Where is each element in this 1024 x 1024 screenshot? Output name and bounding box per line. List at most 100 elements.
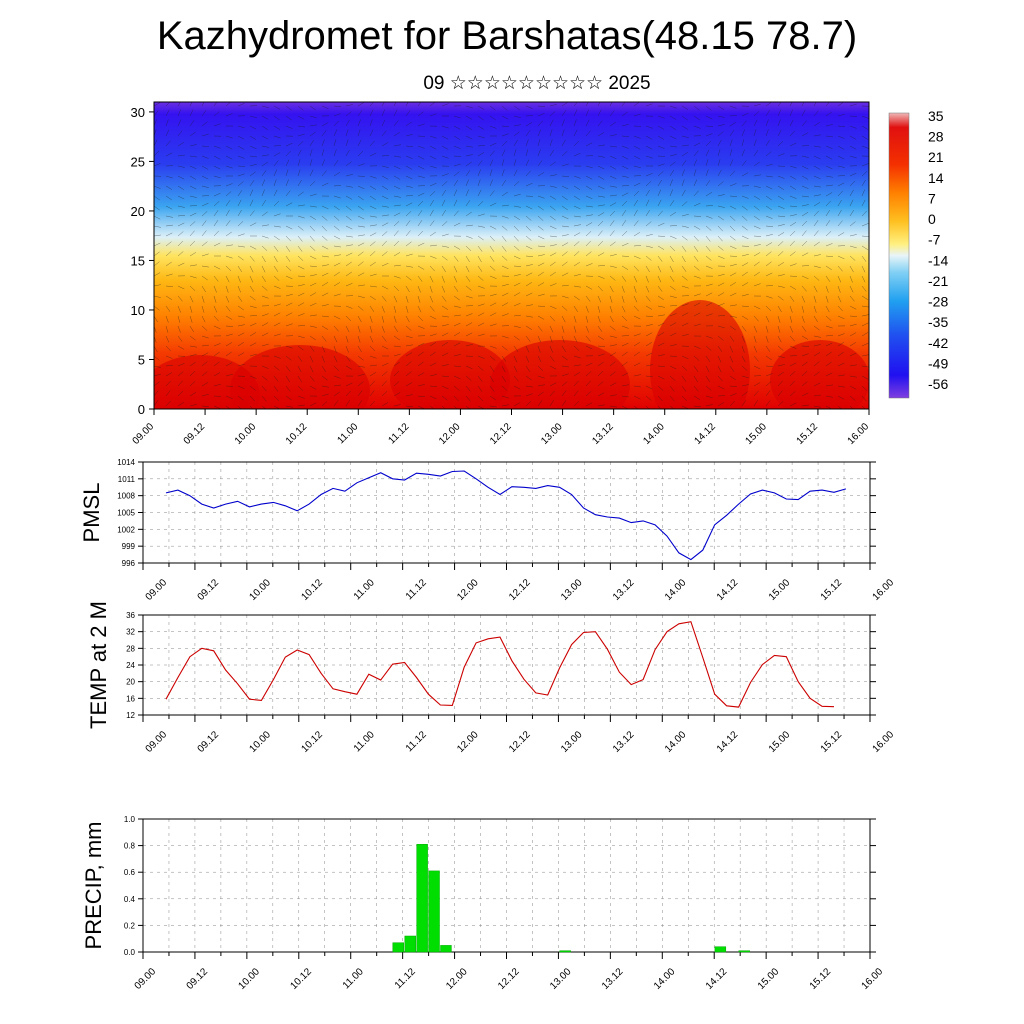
wind-barb [465,385,471,392]
wind-barb [801,212,809,217]
wind-barb [201,202,209,207]
temp-xtick-label: 13.00 [559,729,585,755]
wind-barb [765,315,770,323]
wind-barb [154,400,159,407]
wind-barb [189,275,197,279]
wind-barb [381,240,387,247]
wind-barb [525,115,534,117]
colorbar-label: -49 [928,355,948,371]
wind-barb [297,141,304,147]
wind-barb [765,365,774,367]
wind-barb [717,292,725,297]
wind-barb [333,384,341,387]
wind-barb [717,105,725,110]
wind-barb [441,245,449,248]
wind-barb [201,352,209,357]
wind-barb [297,204,305,207]
wind-barb [729,205,737,210]
pmsl-series-line [165,470,847,561]
wind-barb [849,103,857,107]
wind-barb [309,365,314,373]
wind-barb [381,251,388,257]
wind-barb [381,262,389,267]
wind-barb [189,335,196,341]
wind-barb [777,315,781,323]
wind-barb [861,375,869,380]
wind-barb [285,302,293,307]
wind-barb [537,262,545,267]
wind-barb [861,125,869,130]
wind-barb [321,264,329,267]
wind-barb [777,195,785,200]
wind-barb [777,305,782,313]
wind-barb [813,275,820,281]
wind-barb [513,169,518,177]
wind-barb [345,335,349,343]
wind-barb [154,242,161,247]
wind-barb [273,169,278,177]
wind-barb [417,145,425,149]
wind-barb [645,103,653,107]
wind-barb [273,385,279,392]
wind-barb [297,335,305,339]
wind-barb [525,355,530,363]
wind-barb [573,335,578,343]
wind-barb [321,385,329,388]
wind-barb [729,121,737,127]
wind-barb [537,355,542,363]
wind-barb [525,139,529,147]
wind-barb [681,312,689,317]
wind-barb [693,255,699,262]
wind-barb [813,155,821,160]
wind-barb [681,355,689,360]
wind-barb [573,401,580,407]
wind-barb [849,285,854,293]
wind-barb [321,345,326,353]
wind-barb [154,355,160,361]
wind-barb [357,305,364,311]
wind-barb [825,315,832,321]
wind-barb [249,155,257,158]
wind-barb [201,155,209,159]
wind-barb [681,189,686,197]
wind-barb [549,252,557,257]
wind-barb [417,175,425,178]
wind-barb [465,211,472,217]
wind-barb [177,214,186,217]
wind-barb [357,195,364,201]
wind-barb [681,285,689,289]
wind-barb [561,119,565,127]
wind-barb [285,150,291,157]
wind-barb [213,210,219,217]
pmsl-ytick-label: 1005 [117,509,135,518]
wind-barb [177,380,183,387]
wind-barb [154,381,160,387]
precip-ylabel: PRECIP, mm [81,822,106,950]
wind-barb [225,395,233,399]
wind-barb [261,235,269,239]
wind-barb [741,375,749,379]
wind-barb [669,322,677,327]
wind-barb [729,245,737,250]
wind-barb [633,285,637,293]
wind-barb [849,245,857,249]
wind-barb [861,145,869,149]
wind-barb [573,152,581,157]
wind-barb [189,392,197,397]
wind-barb [261,313,269,317]
wind-barb [477,322,485,327]
wind-barb [369,232,377,237]
wind-barb [549,261,556,267]
wind-barb [849,125,857,129]
wind-barb [573,232,581,237]
wind-barb [441,305,449,310]
wind-barb [837,285,841,293]
wind-barb [549,161,556,167]
colorbar-label: 28 [928,129,944,145]
wind-barb [621,285,625,293]
wind-barb [309,335,316,341]
colorbar-label: 0 [928,211,936,227]
wind-barb [213,372,221,377]
wind-barb [573,390,579,397]
wind-barb [309,274,317,277]
